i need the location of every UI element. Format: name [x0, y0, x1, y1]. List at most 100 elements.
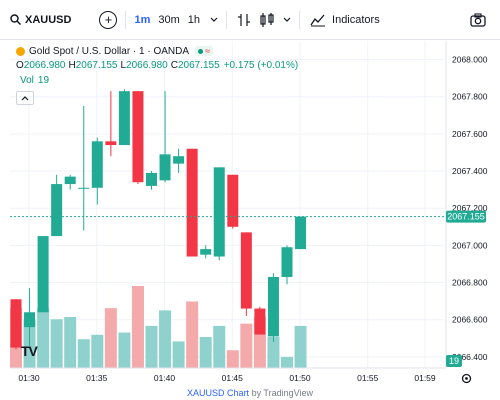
bar-style-icon[interactable]	[237, 13, 251, 27]
price-tick-label: 2066.800	[452, 278, 488, 288]
price-tick-label: 2066.400	[452, 352, 488, 362]
plot-background	[10, 41, 444, 368]
indicators-button[interactable]: Indicators	[310, 13, 380, 27]
price-tick-label: 2067.800	[452, 92, 488, 102]
symbol-name: XAUUSD	[25, 13, 72, 26]
candle-body	[295, 216, 307, 250]
volume-bar	[199, 336, 212, 368]
close-key: C	[170, 59, 178, 71]
volume-bar	[240, 323, 253, 368]
interval-1m[interactable]: 1m	[134, 13, 151, 26]
price-tick-label: 2067.600	[452, 129, 488, 139]
legend-title-row: Gold Spot / U.S. Dollar · 1 · OANDA ≈	[16, 44, 298, 58]
volume-value: 19	[37, 74, 50, 86]
candle-body	[37, 236, 49, 313]
interval-1h[interactable]: 1h	[187, 13, 201, 26]
top-toolbar: XAUUSD + 1m 30m 1h Indicators	[0, 0, 500, 40]
price-tick-label: 2066.600	[452, 315, 488, 325]
candle-body	[254, 308, 266, 335]
interval-30m[interactable]: 30m	[158, 13, 180, 26]
candle-body	[91, 141, 103, 188]
close-value: 2067.155	[177, 59, 220, 71]
price-tick-label: 2068.000	[452, 55, 488, 65]
indicators-label: Indicators	[332, 13, 380, 26]
candle-body	[173, 156, 185, 164]
chart-link[interactable]: XAUUSD Chart	[187, 388, 250, 398]
chevron-down-icon[interactable]	[210, 17, 218, 23]
open-value: 2066.980	[23, 59, 66, 71]
symbol-search-button[interactable]: XAUUSD	[10, 14, 71, 26]
volume-badge	[446, 355, 462, 367]
candle-body	[213, 167, 225, 257]
market-open-icon	[198, 48, 204, 54]
ohlc-row: O 2066.980 H 2067.155 L 2066.980 C 2067.…	[16, 58, 298, 72]
candle-body	[240, 232, 252, 309]
time-tick-label: 01:30	[18, 373, 40, 383]
high-value: 2067.155	[75, 59, 118, 71]
volume-bar	[294, 325, 307, 368]
grid-lines	[10, 41, 444, 368]
price-chart[interactable]: 2068.000 2067.800 2067.600 2067.400 2067.200…	[0, 0, 500, 388]
collapse-legend-button[interactable]	[16, 91, 34, 105]
volume-row: Vol 19	[16, 73, 298, 87]
price-tick-label: 2067.400	[452, 166, 488, 176]
volume-bar	[64, 317, 77, 368]
tradingview-logo[interactable]: TV	[21, 343, 38, 359]
volume-bar	[281, 356, 293, 368]
candle-body	[105, 141, 117, 146]
indicators-icon	[310, 14, 326, 26]
volume-bar	[104, 308, 117, 368]
candle-body	[118, 91, 130, 146]
search-icon	[10, 14, 21, 25]
low-key: L	[120, 59, 127, 71]
time-tick-label: 01:55	[357, 373, 379, 383]
volume-bar	[267, 336, 280, 368]
volume-bar	[131, 286, 144, 368]
candle-body	[200, 249, 212, 255]
time-tick-label: 01:35	[86, 373, 108, 383]
open-key: O	[16, 59, 24, 71]
instrument-title: Gold Spot / U.S. Dollar · 1 · OANDA	[29, 45, 190, 57]
volume-bar	[77, 339, 90, 368]
attribution: by TradingView	[251, 388, 313, 398]
volume-label: 19	[449, 356, 459, 366]
high-key: H	[68, 59, 76, 71]
volume-key: Vol	[20, 74, 34, 86]
compare-icon[interactable]	[259, 12, 275, 27]
chevron-up-icon	[21, 95, 29, 100]
volume-bar	[50, 319, 63, 368]
candle-body	[267, 276, 279, 337]
candle-body	[159, 154, 171, 181]
volume-bar	[37, 308, 50, 368]
candles	[10, 89, 307, 350]
low-value: 2066.980	[126, 59, 168, 71]
volume-bar	[213, 325, 226, 368]
chevron-down-icon[interactable]	[283, 17, 291, 23]
candle-body	[186, 148, 198, 257]
toolbar-divider	[299, 10, 301, 29]
time-tick-label: 01:40	[154, 373, 176, 383]
chart-footer: XAUUSD Chart by TradingView	[0, 388, 500, 398]
candle-body	[227, 174, 239, 227]
scale-settings-icon[interactable]	[461, 373, 472, 384]
candle-body	[51, 184, 63, 237]
volume-bar	[91, 334, 104, 368]
candle-body	[64, 176, 76, 185]
candle-body	[24, 312, 36, 328]
change-value: +0.175 (+0.01%)	[223, 59, 299, 71]
add-symbol-icon[interactable]: +	[99, 10, 118, 29]
last-price-label: 2067.155	[447, 212, 485, 222]
approx-icon: ≈	[205, 46, 211, 56]
price-tick-label: 2067.200	[452, 203, 488, 213]
volume-bar	[145, 325, 158, 368]
candle-body	[146, 172, 157, 186]
volume-bar	[226, 350, 239, 368]
time-tick-label: 01:45	[222, 373, 244, 383]
camera-icon[interactable]	[470, 13, 486, 27]
market-status-badge[interactable]: ≈	[195, 46, 214, 56]
gold-logo-icon	[16, 46, 25, 56]
toolbar-divider	[125, 10, 127, 29]
price-axis: 2068.000 2067.800 2067.600 2067.400 2067.200…	[10, 41, 488, 369]
time-tick-label: 01:59	[414, 373, 436, 383]
volume-bar	[186, 301, 199, 368]
